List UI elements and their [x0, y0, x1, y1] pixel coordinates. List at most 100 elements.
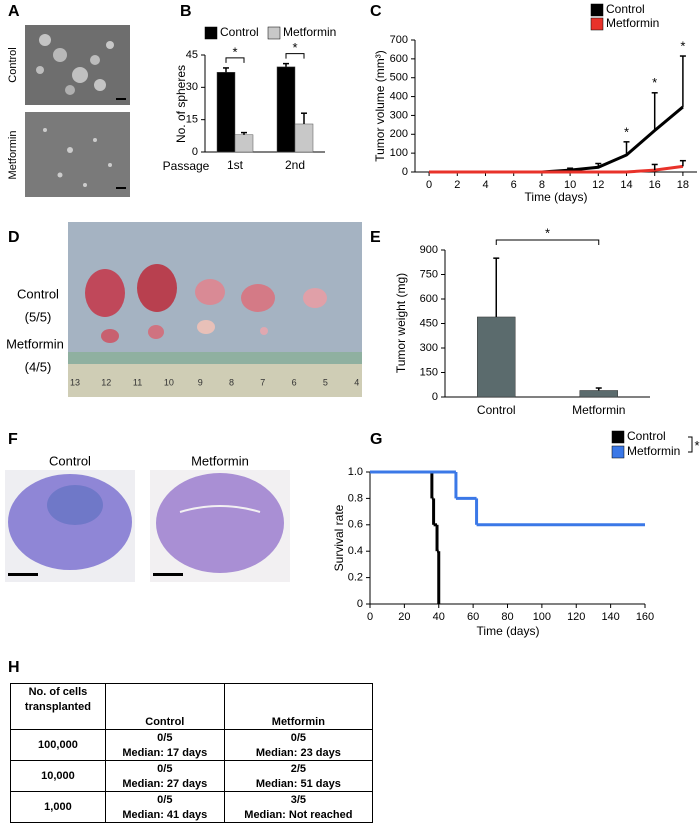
significance: *	[652, 75, 657, 90]
bar	[477, 316, 516, 398]
legend-swatch	[590, 17, 604, 31]
y-tick-label: 150	[420, 366, 438, 378]
x-axis-label: Passage	[163, 159, 210, 173]
significance: *	[292, 40, 297, 55]
x-tick-label: 40	[433, 611, 445, 623]
photo-label: Control	[17, 286, 59, 301]
table-cell: Median: 27 days	[104, 776, 225, 792]
panel-label: C	[370, 3, 382, 20]
x-tick-label: 2	[454, 179, 460, 191]
bar	[234, 134, 254, 153]
ruler-number: 9	[198, 377, 203, 387]
y-tick-label: 45	[186, 49, 198, 61]
x-tick-label: 100	[533, 611, 551, 623]
bar	[216, 71, 236, 153]
table-cell: 0/5	[104, 729, 225, 745]
significance: *	[624, 124, 629, 139]
y-tick-label: 15	[186, 114, 198, 126]
x-tick-label: 6	[511, 179, 517, 191]
panel-label: G	[370, 431, 382, 448]
y-tick-label: 900	[420, 244, 438, 256]
legend-swatch	[267, 26, 281, 40]
table-cell: 10,000	[10, 760, 106, 792]
y-tick-label: 450	[420, 317, 438, 329]
significance: *	[680, 38, 685, 53]
photo-label: (4/5)	[25, 359, 52, 374]
y-tick-label: 0	[402, 166, 408, 178]
legend-label: Metformin	[606, 16, 659, 30]
bar	[276, 66, 296, 153]
legend-swatch	[590, 3, 604, 17]
table-row: Control Metformin	[10, 714, 374, 730]
section-label: Metformin	[191, 453, 249, 468]
x-tick-label: 16	[649, 179, 661, 191]
x-tick-label: Control	[477, 403, 516, 417]
table-cell: 100,000	[10, 729, 106, 761]
table-cell: Median: Not reached	[223, 807, 374, 823]
panel-label: H	[8, 659, 20, 676]
x-tick-label: 18	[677, 179, 689, 191]
y-tick-label: 600	[420, 293, 438, 305]
tumor-photo	[68, 222, 362, 397]
y-tick-label: 0.2	[348, 572, 363, 584]
y-tick-label: 300	[390, 109, 408, 121]
x-tick-label: 60	[467, 611, 479, 623]
table-row: 10,000 0/5 2/5	[10, 760, 374, 792]
y-axis-label: Survival rate	[332, 504, 346, 571]
y-tick-label: 1.0	[348, 466, 363, 478]
y-tick-label: 200	[390, 128, 408, 140]
ruler-number: 6	[292, 377, 297, 387]
x-tick-label: 0	[426, 179, 432, 191]
x-tick-label: 160	[636, 611, 654, 623]
legend-swatch	[611, 430, 625, 444]
legend-swatch	[204, 26, 218, 40]
x-tick-label: 14	[620, 179, 632, 191]
panel-label: E	[370, 229, 381, 246]
x-axis-label: Time (days)	[525, 190, 588, 204]
table-cell: 0/5	[104, 760, 225, 776]
x-axis-label: Time (days)	[477, 624, 540, 638]
legend-swatch	[611, 445, 625, 459]
table-row: transplanted	[10, 699, 374, 714]
ruler-number: 7	[260, 377, 265, 387]
brain-sections	[5, 470, 290, 582]
table-cell	[223, 683, 374, 699]
table-cell: Median: 51 days	[223, 776, 374, 792]
significance: *	[545, 225, 550, 240]
y-tick-label: 500	[390, 72, 408, 84]
transplant-table: No. of cells transplanted Control Metformin…	[10, 683, 374, 823]
x-tick-label: 0	[367, 611, 373, 623]
table-row: Median: 27 days Median: 51 days	[11, 776, 374, 792]
legend-label: Control	[220, 25, 259, 39]
table-cell: No. of cells	[10, 683, 106, 699]
significance-bracket	[688, 436, 693, 453]
table-cell: Metformin	[223, 714, 374, 730]
photo-label: (5/5)	[25, 309, 52, 324]
y-tick-label: 0.8	[348, 492, 363, 504]
ruler-number: 10	[164, 377, 174, 387]
y-tick-label: 0	[432, 391, 438, 403]
bar	[294, 123, 314, 153]
significance-bracket	[285, 53, 305, 59]
significance-bracket	[225, 57, 245, 63]
section-label: Control	[49, 453, 91, 468]
x-tick-label: 120	[567, 611, 585, 623]
table-cell: 0/5	[223, 729, 374, 745]
table-row: Median: 41 days Median: Not reached	[11, 807, 374, 823]
y-axis-label: Tumor volume (mm³)	[373, 50, 387, 162]
table-cell	[10, 714, 106, 730]
ruler-number: 13	[70, 377, 80, 387]
table-cell: 0/5	[104, 791, 225, 807]
line	[429, 164, 684, 174]
table-cell: 2/5	[223, 760, 374, 776]
y-tick-label: 300	[420, 342, 438, 354]
x-tick-label: 4	[482, 179, 488, 191]
table-cell: Control	[104, 714, 225, 730]
image-label: Metformin	[7, 131, 19, 180]
table-row: 100,000 0/5 0/5	[10, 729, 374, 761]
y-tick-label: 0	[192, 146, 198, 158]
x-tick-label: 12	[592, 179, 604, 191]
significance: *	[694, 438, 699, 453]
y-tick-label: 30	[186, 81, 198, 93]
ruler-number: 8	[229, 377, 234, 387]
